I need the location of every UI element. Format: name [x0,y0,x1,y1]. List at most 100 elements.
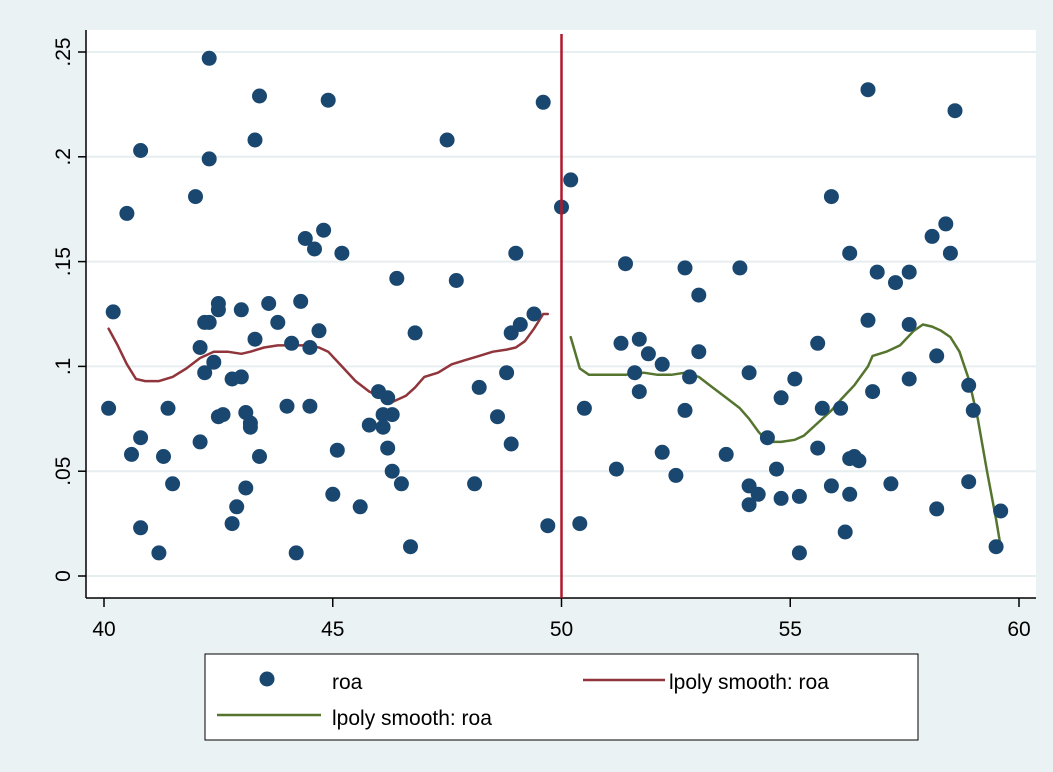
scatter-point-88 [631,384,647,400]
scatter-point-87 [631,331,647,347]
scatter-point-12 [192,340,208,355]
scatter-point-35 [252,88,267,104]
scatter-point-75 [512,317,528,332]
scatter-point-7 [151,545,167,561]
scatter-point-80 [563,172,579,188]
scatter-point-74 [508,245,524,261]
scatter-point-125 [865,384,881,400]
scatter-point-66 [439,132,455,148]
scatter-point-114 [823,189,839,205]
scatter-point-122 [851,453,867,469]
scatter-point-42 [293,293,309,309]
scatter-point-82 [576,400,592,416]
scatter-point-86 [627,365,643,381]
scatter-point-71 [499,365,515,381]
scatter-point-138 [961,377,977,393]
scatter-point-91 [654,444,670,460]
scatter-point-128 [888,275,903,291]
scatter-point-65 [407,325,423,341]
scatter-point-29 [238,480,254,496]
scatter-point-126 [869,264,885,280]
scatter-point-34 [247,331,263,347]
scatter-point-111 [810,335,826,351]
scatter-point-99 [732,260,748,276]
scatter-point-69 [471,379,487,395]
x-tick-label-3: 55 [779,618,802,641]
y-tick-label-5: .25 [52,37,75,66]
scatter-point-53 [352,499,368,515]
scatter-point-107 [773,490,789,506]
scatter-point-130 [901,317,917,332]
scatter-point-17 [201,151,217,167]
smooth-line-1 [569,323,1002,548]
scatter-point-123 [860,82,876,98]
scatter-point-142 [993,503,1009,519]
scatter-point-6 [133,520,149,536]
legend-label-roa: roa [332,671,363,694]
legend-box [204,653,919,741]
scatter-point-136 [942,245,958,261]
scatter-point-39 [279,398,295,414]
scatter-point-92 [668,467,684,483]
legend: roa lpoly smooth: roa lpoly smooth: roa [204,653,919,741]
scatter-point-108 [787,371,803,387]
scatter-point-95 [682,369,698,385]
scatter-point-137 [947,103,963,119]
scatter-point-47 [311,323,327,339]
scatter-point-13 [192,434,208,450]
scatter-point-10 [165,476,181,492]
scatter-point-85 [618,256,633,272]
scatter-point-32 [242,419,258,435]
scatter-point-83 [608,461,624,477]
scatter-point-45 [302,398,318,414]
scatter-point-21 [210,296,226,311]
scatter-point-64 [403,539,418,555]
scatter-point-0 [101,400,117,416]
scatter-point-38 [270,314,286,330]
scatter-point-135 [938,216,954,232]
scatter-point-94 [677,402,693,418]
scatter-point-117 [837,524,853,540]
scatter-point-81 [572,516,588,532]
scatter-point-106 [773,390,789,406]
legend-label-lpoly-right: lpoly smooth: roa [332,707,492,730]
scatter-point-57 [375,419,391,435]
y-tick-label-1: .05 [52,457,75,486]
scatter-point-54 [361,417,377,433]
scatter-point-25 [224,516,240,532]
x-tick-label-4: 60 [1007,618,1030,641]
scatter-point-133 [929,348,945,364]
scatter-point-77 [535,94,551,110]
legend-marker-roa [259,671,275,687]
scatter-point-89 [640,346,656,362]
scatter-point-67 [448,273,464,288]
scatter-point-90 [654,356,670,372]
scatter-point-16 [201,50,217,66]
x-tick-label-0: 40 [92,618,115,641]
y-tick-label-2: .1 [52,358,75,376]
scatter-point-9 [160,400,176,416]
scatter-point-134 [929,501,945,517]
scatter-point-3 [124,446,139,462]
scatter-point-2 [119,205,135,221]
smooth-line-0 [107,312,550,404]
scatter-point-141 [988,539,1004,555]
scatter-point-113 [814,400,830,416]
scatter-point-8 [156,449,171,464]
scatter-point-33 [247,132,263,148]
scatter-point-132 [924,228,940,244]
smooth-lines [107,312,1002,548]
scatter-point-50 [325,486,341,502]
scatter-point-97 [691,344,707,360]
scatter-point-15 [197,365,213,381]
scatter-point-62 [389,270,405,286]
scatter-point-102 [741,497,757,513]
scatter-point-60 [384,407,400,423]
scatter-point-124 [860,312,876,328]
scatter-point-68 [467,476,483,492]
x-tick-label-2: 50 [550,618,573,641]
y-ticks: 0 .05 .1 .15 .2 .25 [52,37,86,582]
scatter-point-11 [188,189,203,205]
x-ticks: 40 45 50 55 60 [92,598,1031,641]
